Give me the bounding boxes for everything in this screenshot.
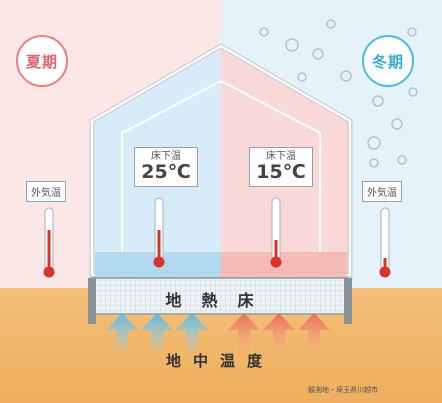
underfloor-temp-value: 25℃ [141,161,191,183]
snow-bubble-icon [397,155,407,165]
underfloor-temp-summer: 床下温 25℃ [134,147,198,187]
geothermal-floor-slab [88,277,352,324]
underfloor-temp-value: 15℃ [256,161,306,183]
snow-bubble-icon [408,87,418,97]
snow-bubble-icon [259,27,269,37]
snow-bubble-icon [326,19,336,29]
snow-bubble-icon [372,95,384,107]
thermometer-icon [379,207,391,278]
underfloor-temp-label: 床下温 [151,151,181,162]
arrow-up-icon [263,313,295,350]
summer-label: 夏期 [16,35,68,87]
underfloor-temp-label: 床下温 [266,151,296,162]
thermometer-icon [43,207,55,278]
outside-temp-label-summer: 外気温 [26,181,66,202]
thermometer-icon [153,197,165,268]
house [89,43,353,278]
ground-temperature-label: 地中温度 [165,352,274,370]
geothermal-floor-label: 地熱床 [165,291,274,310]
arrow-up-icon [106,313,138,350]
arrow-up-icon [298,313,330,350]
warm-arrows [228,313,330,350]
arrow-up-icon [141,313,173,350]
snow-bubble-icon [369,158,379,168]
thermometer-icon [270,197,282,268]
underfloor-warm-band [221,252,347,278]
snow-bubble-icon [391,118,403,130]
arrow-up-icon [176,313,208,350]
outside-temp-label-winter: 外気温 [362,181,402,202]
cool-arrows [106,313,208,350]
observation-location-note: 観測地・埼玉県川越市 [308,386,378,394]
snow-bubble-icon [367,136,381,150]
snow-bubble-icon [297,72,307,82]
snow-bubble-icon [407,27,417,37]
underfloor-temp-winter: 床下温 15℃ [249,147,313,187]
winter-label: 冬期 [362,35,414,87]
snow-bubble-icon [340,70,352,82]
snow-bubble-icon [312,48,324,60]
arrow-up-icon [228,313,260,350]
snow-bubbles [259,19,418,168]
snow-bubble-icon [285,38,299,52]
